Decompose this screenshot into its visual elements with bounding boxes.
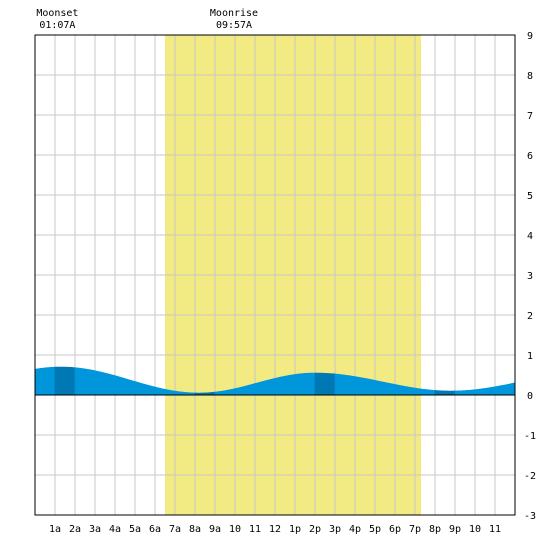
x-tick-label: 1a xyxy=(49,524,61,535)
tide-segment xyxy=(494,382,516,396)
tide-segment xyxy=(154,386,176,396)
x-tick-label: 12 xyxy=(269,524,281,535)
x-tick-label: 8p xyxy=(429,524,441,535)
tide-segment xyxy=(174,390,196,396)
tide-segment xyxy=(274,374,296,396)
tide-segment xyxy=(34,366,56,396)
tide-segment xyxy=(394,384,416,396)
tide-segment xyxy=(434,390,456,396)
y-tick-label: 2 xyxy=(527,311,533,322)
tide-segment xyxy=(74,367,96,396)
x-tick-label: 5a xyxy=(129,524,141,535)
y-tick-label: -1 xyxy=(524,431,536,442)
tide-segment xyxy=(194,391,216,396)
x-tick-label: 1p xyxy=(289,524,301,535)
tide-segment xyxy=(254,377,276,396)
tide-segment xyxy=(414,387,436,396)
tide-segment xyxy=(134,381,156,396)
y-tick-label: 7 xyxy=(527,111,533,122)
annotation-label: Moonset xyxy=(36,8,78,19)
grid-lines xyxy=(35,35,515,515)
x-tick-label: 5p xyxy=(369,524,381,535)
tide-segment xyxy=(114,375,136,396)
tide-segment xyxy=(54,366,76,396)
tide-segment xyxy=(314,372,336,396)
x-tick-label: 11 xyxy=(249,524,261,535)
x-tick-label: 7a xyxy=(169,524,181,535)
y-tick-label: 9 xyxy=(527,31,533,42)
annotation-time: 09:57A xyxy=(216,20,252,31)
x-tick-label: 9a xyxy=(209,524,221,535)
y-tick-label: 4 xyxy=(527,231,533,242)
y-tick-label: 1 xyxy=(527,351,533,362)
annotation-label: Moonrise xyxy=(210,8,258,19)
y-tick-label: 6 xyxy=(527,151,533,162)
x-tick-label: 7p xyxy=(409,524,421,535)
x-tick-label: 4a xyxy=(109,524,121,535)
tide-segment xyxy=(354,376,376,396)
tide-segment xyxy=(214,388,236,396)
tide-segment xyxy=(454,389,476,396)
x-tick-label: 11 xyxy=(489,524,501,535)
x-tick-label: 2a xyxy=(69,524,81,535)
tide-segment xyxy=(94,370,116,396)
tide-segment xyxy=(474,386,496,396)
x-tick-label: 8a xyxy=(189,524,201,535)
tide-segment xyxy=(234,383,256,396)
y-tick-label: 3 xyxy=(527,271,533,282)
x-tick-label: 3p xyxy=(329,524,341,535)
tide-area xyxy=(34,366,516,396)
tide-segment xyxy=(334,373,356,396)
x-tick-label: 9p xyxy=(449,524,461,535)
x-tick-label: 10 xyxy=(229,524,241,535)
y-tick-label: 5 xyxy=(527,191,533,202)
y-tick-label: -2 xyxy=(524,471,536,482)
y-tick-label: 0 xyxy=(527,391,533,402)
x-tick-label: 3a xyxy=(89,524,101,535)
x-tick-label: 6a xyxy=(149,524,161,535)
y-axis-ticks: -3 -2 -1 0 1 2 3 4 5 6 7 8 9 xyxy=(524,31,536,522)
tide-segment xyxy=(374,379,396,396)
x-tick-label: 6p xyxy=(389,524,401,535)
x-tick-label: 4p xyxy=(349,524,361,535)
y-tick-label: -3 xyxy=(524,511,536,522)
y-tick-label: 8 xyxy=(527,71,533,82)
x-axis-ticks: 1a 2a 3a 4a 5a 6a 7a 8a 9a 10 11 12 1p 2p 3p 4p 5p 6p 7p 8p… xyxy=(49,524,501,535)
plot-frame xyxy=(34,34,516,516)
tide-segment xyxy=(294,372,316,396)
x-tick-label: 10 xyxy=(469,524,481,535)
annotation-time: 01:07A xyxy=(39,20,75,31)
x-tick-label: 2p xyxy=(309,524,321,535)
